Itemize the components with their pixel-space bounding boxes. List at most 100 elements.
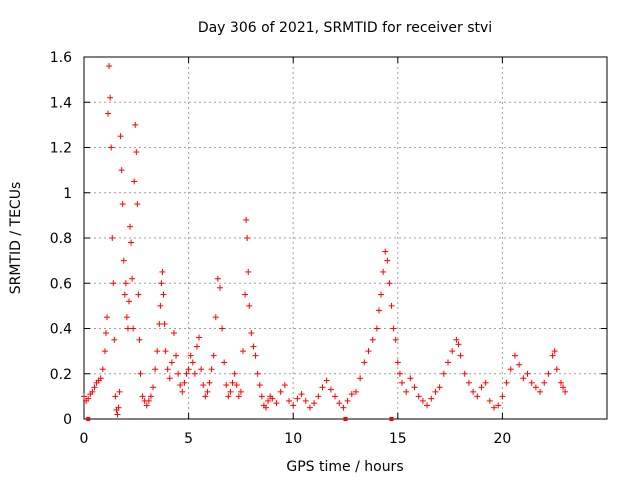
data-point — [336, 400, 343, 407]
data-point — [499, 393, 506, 400]
data-point — [242, 291, 249, 298]
y-tick-label: 1.6 — [50, 50, 72, 66]
data-point — [150, 384, 157, 391]
data-point — [216, 284, 223, 291]
data-point — [198, 366, 205, 373]
baseline-marker — [86, 417, 91, 421]
data-point — [102, 330, 109, 337]
data-point — [375, 307, 382, 314]
data-point — [231, 370, 238, 377]
data-point — [411, 384, 418, 391]
data-point — [298, 391, 305, 398]
data-point — [177, 382, 184, 389]
data-point — [168, 359, 175, 366]
data-point — [161, 320, 168, 327]
data-point — [340, 404, 347, 411]
data-point — [369, 336, 376, 343]
data-point — [139, 393, 146, 400]
data-point — [256, 382, 263, 389]
data-point — [212, 314, 219, 321]
data-point — [248, 330, 255, 337]
data-point — [332, 393, 339, 400]
data-point — [380, 268, 387, 275]
data-point — [221, 359, 228, 366]
data-point — [486, 397, 493, 404]
data-point — [415, 393, 422, 400]
data-point — [81, 393, 87, 400]
data-point — [173, 352, 180, 359]
data-point — [154, 348, 161, 355]
data-point — [129, 275, 136, 282]
y-tick-label: 0 — [63, 412, 72, 428]
data-point — [135, 291, 142, 298]
y-tick-label: 0.8 — [50, 231, 72, 247]
y-tick-label: 0.4 — [50, 322, 72, 338]
data-point — [202, 393, 209, 400]
data-point — [162, 348, 169, 355]
data-point — [193, 343, 200, 350]
data-point — [227, 388, 234, 395]
data-point — [250, 343, 257, 350]
data-point — [120, 257, 127, 264]
data-point — [91, 384, 98, 391]
data-point — [348, 391, 355, 398]
data-point — [537, 388, 544, 395]
data-point — [206, 379, 213, 386]
data-point — [528, 379, 535, 386]
x-tick-label: 10 — [284, 431, 302, 447]
baseline-marker — [343, 417, 348, 421]
data-point — [130, 325, 137, 332]
data-point — [352, 388, 359, 395]
data-point — [233, 382, 240, 389]
data-point — [223, 382, 230, 389]
data-point — [245, 268, 252, 275]
data-point — [545, 370, 552, 377]
data-point — [432, 388, 439, 395]
data-point — [133, 149, 140, 156]
data-point — [237, 388, 244, 395]
y-tick-label: 1.2 — [50, 141, 72, 157]
data-point — [269, 395, 276, 402]
data-point — [478, 384, 485, 391]
data-point — [210, 352, 217, 359]
data-point — [252, 352, 259, 359]
y-axis-label: SRMTID / TECUs — [8, 182, 24, 295]
data-point — [474, 393, 481, 400]
data-point — [507, 366, 514, 373]
data-point — [137, 370, 144, 377]
chart-title: Day 306 of 2021, SRMTID for receiver stv… — [198, 20, 492, 36]
data-point — [109, 235, 116, 241]
data-point — [386, 280, 393, 287]
x-tick-label: 20 — [493, 431, 511, 447]
data-point — [119, 201, 126, 208]
data-point — [143, 402, 150, 409]
data-point — [189, 359, 196, 366]
data-point — [106, 63, 113, 70]
data-point — [145, 397, 152, 404]
data-point — [361, 359, 368, 366]
data-point — [97, 375, 104, 382]
data-point — [117, 133, 124, 140]
data-point — [122, 280, 129, 287]
data-point — [455, 341, 462, 348]
data-point — [132, 121, 139, 128]
data-point — [208, 366, 215, 373]
data-point — [112, 393, 119, 400]
data-point — [125, 298, 132, 305]
y-tick-label: 1 — [63, 186, 72, 202]
data-point — [315, 393, 322, 400]
x-axis-label: GPS time / hours — [286, 459, 403, 475]
data-point — [327, 386, 334, 393]
data-point — [562, 388, 569, 395]
y-tick-label: 1.4 — [50, 95, 72, 111]
data-point — [170, 330, 177, 337]
data-point — [392, 336, 399, 343]
data-point — [553, 366, 560, 373]
data-point — [110, 280, 117, 287]
data-point — [557, 379, 564, 386]
data-point — [200, 382, 207, 389]
data-point — [219, 325, 226, 332]
points-layer — [81, 63, 569, 418]
data-point — [187, 352, 194, 359]
data-point — [382, 248, 389, 255]
